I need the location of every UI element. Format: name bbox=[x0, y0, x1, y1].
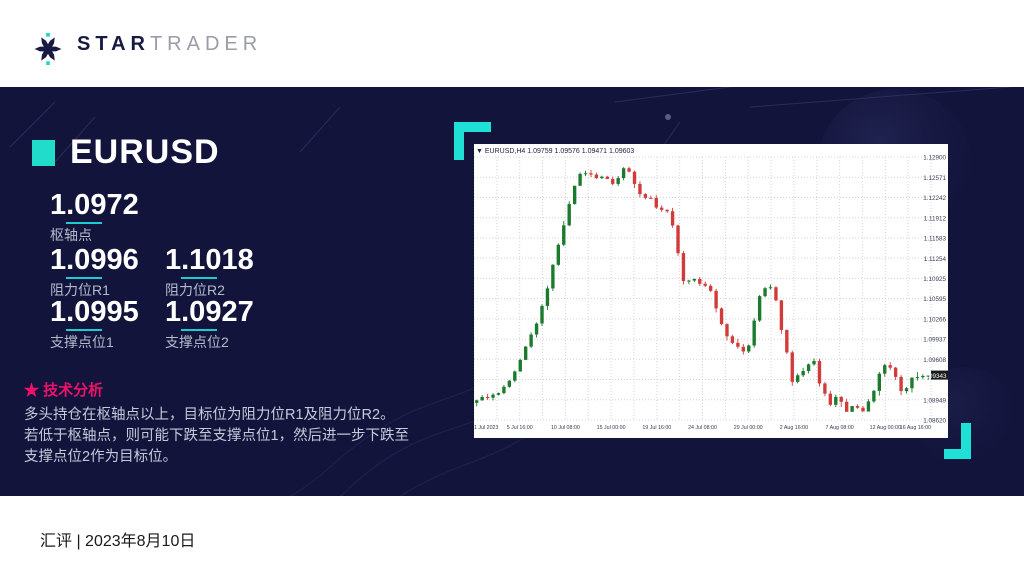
svg-text:1.10595: 1.10595 bbox=[923, 296, 946, 303]
svg-text:10 Jul 08:00: 10 Jul 08:00 bbox=[551, 425, 580, 431]
svg-text:1.09608: 1.09608 bbox=[923, 357, 946, 364]
svg-text:1 Jul 2023: 1 Jul 2023 bbox=[474, 425, 498, 431]
svg-text:1.08620: 1.08620 bbox=[923, 418, 946, 425]
svg-text:▼ EURUSD,H4 1.09759 1.09576: ▼ EURUSD,H4 1.09759 1.09576 1.09471 1.09… bbox=[476, 148, 634, 155]
svg-text:1.11912: 1.11912 bbox=[924, 215, 947, 222]
svg-text:1.08949: 1.08949 bbox=[923, 397, 946, 404]
svg-text:24 Jul 08:00: 24 Jul 08:00 bbox=[688, 425, 717, 431]
svg-text:1.11583: 1.11583 bbox=[924, 236, 947, 243]
svg-text:19 Jul 16:00: 19 Jul 16:00 bbox=[642, 425, 671, 431]
svg-text:1.12571: 1.12571 bbox=[923, 175, 946, 182]
svg-text:1.12900: 1.12900 bbox=[923, 155, 946, 162]
svg-text:16 Aug 16:00: 16 Aug 16:00 bbox=[900, 425, 931, 431]
svg-text:2 Aug 16:00: 2 Aug 16:00 bbox=[780, 425, 808, 431]
svg-text:1.11254: 1.11254 bbox=[924, 256, 947, 263]
svg-text:5 Jul 16:00: 5 Jul 16:00 bbox=[507, 425, 533, 431]
svg-text:15 Jul 00:00: 15 Jul 00:00 bbox=[597, 425, 626, 431]
svg-text:12 Aug 00:00: 12 Aug 00:00 bbox=[870, 425, 901, 431]
svg-text:1.10266: 1.10266 bbox=[923, 316, 946, 323]
svg-text:1.12242: 1.12242 bbox=[923, 195, 946, 202]
svg-text:1.09937: 1.09937 bbox=[923, 337, 946, 344]
svg-text:29 Jul 00:00: 29 Jul 00:00 bbox=[734, 425, 763, 431]
svg-text:7 Aug 08:00: 7 Aug 08:00 bbox=[825, 425, 853, 431]
svg-text:1.10925: 1.10925 bbox=[923, 276, 946, 283]
svg-text:1.09343: 1.09343 bbox=[924, 373, 947, 380]
